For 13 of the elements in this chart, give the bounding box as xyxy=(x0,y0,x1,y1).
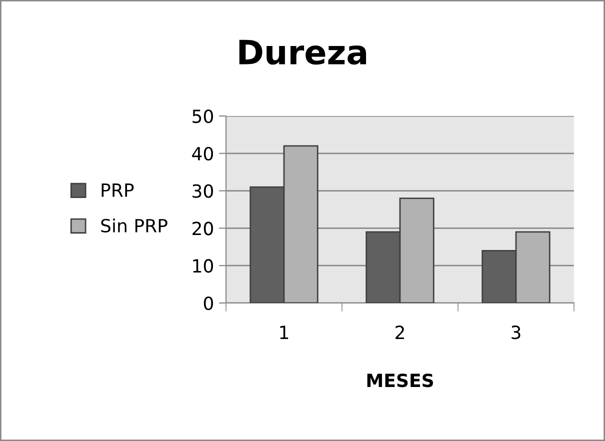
y-tick-label: 10 xyxy=(193,259,213,273)
y-tick-label: 0 xyxy=(204,296,213,310)
x-tick-label: 3 xyxy=(512,326,520,340)
x-tick-label: 2 xyxy=(396,326,404,339)
y-tick-label: 20 xyxy=(192,222,213,236)
x-tick-label: 1 xyxy=(280,326,288,339)
legend-label: PRP xyxy=(102,184,134,197)
x-axis-title: MESES xyxy=(367,374,433,388)
y-tick-label: 40 xyxy=(192,146,213,161)
legend-label: Sin PRP xyxy=(101,218,168,233)
y-tick-label: 30 xyxy=(192,184,213,198)
y-tick-label: 50 xyxy=(192,109,213,124)
chart-title: Dureza xyxy=(239,40,366,65)
